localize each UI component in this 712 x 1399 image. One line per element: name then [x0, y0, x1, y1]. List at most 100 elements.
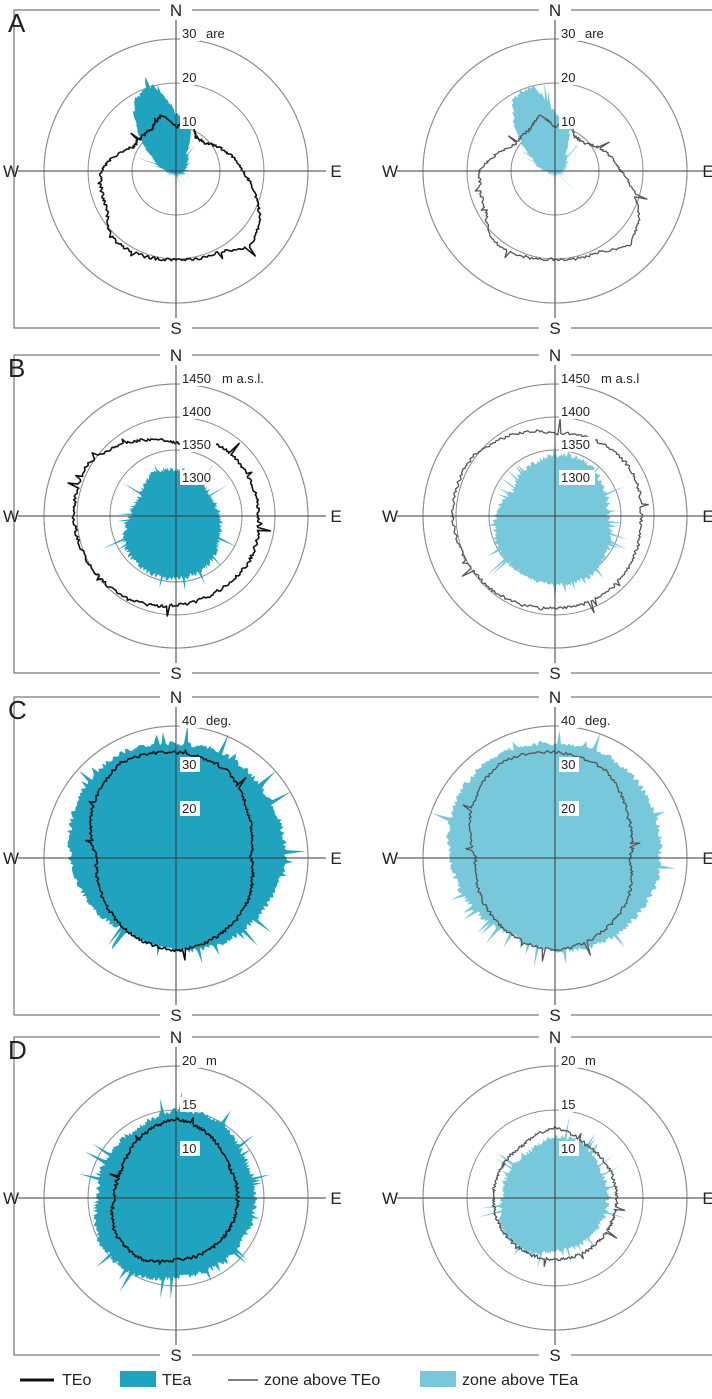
- compass-w: W: [3, 507, 19, 526]
- tea-area: [102, 464, 238, 592]
- compass-s: S: [549, 1346, 560, 1365]
- rose-right: N S W E 20 30 40 deg.: [382, 687, 712, 1025]
- unit-label: m a.s.l.: [222, 371, 264, 386]
- compass-e: E: [702, 162, 712, 181]
- panel-letter: B: [8, 353, 25, 383]
- zone-above-tea-area: [477, 1115, 627, 1270]
- rose-left: N S W E 10 15 20 m: [3, 1027, 342, 1365]
- panel-frame: [13, 1036, 712, 1356]
- ring-label-20: 20: [561, 70, 575, 85]
- zone-above-teo-line: [474, 114, 648, 262]
- panel-frame: [13, 354, 712, 674]
- ring-label-1450: 1450: [561, 371, 590, 386]
- tick-bg: [559, 114, 579, 129]
- tick-bg: [559, 757, 579, 772]
- unit-label: m: [585, 1053, 596, 1068]
- ring-label-40: 40: [182, 713, 196, 728]
- label-gap: [160, 0, 192, 20]
- ring-label-30: 30: [561, 757, 575, 772]
- ring-label-1300: 1300: [182, 470, 211, 485]
- compass-s: S: [170, 319, 181, 338]
- tick-bg: [559, 26, 579, 41]
- tick-bg: [180, 437, 216, 452]
- label-gap: [160, 1005, 192, 1025]
- compass-n: N: [549, 1, 561, 20]
- tick-bg: [559, 70, 579, 85]
- legend-swatch-zone-tea: [420, 1371, 456, 1387]
- tick-bg: [559, 1141, 579, 1156]
- tick-bg: [559, 1053, 579, 1068]
- panel-d: D N S W E 10 15 20 m N S W E 10 15 20 m: [3, 1027, 712, 1365]
- compass-w: W: [382, 507, 398, 526]
- ring-label-10: 10: [561, 1141, 575, 1156]
- tick-bg: [180, 713, 200, 728]
- label-gap: [160, 663, 192, 683]
- ring-label-20: 20: [182, 801, 196, 816]
- tick-bg: [559, 1097, 579, 1112]
- panel-letter: A: [8, 8, 26, 38]
- tea-area: [79, 1091, 271, 1300]
- compass-n: N: [170, 346, 182, 365]
- compass-w: W: [382, 1189, 398, 1208]
- ring-label-1350: 1350: [182, 437, 211, 452]
- legend: TEo TEa zone above TEo zone above TEa: [20, 1371, 578, 1389]
- ring-label-1400: 1400: [561, 404, 590, 419]
- unit-label: are: [206, 26, 225, 41]
- zone-above-teo-line: [450, 418, 649, 614]
- rose-right: N S W E 10 20 30 are: [382, 0, 712, 338]
- label-gap: [160, 1345, 192, 1365]
- legend-item-3: zone above TEa: [420, 1371, 578, 1389]
- panel-letter: D: [8, 1035, 27, 1065]
- panel-b: B N S W E 1300 1350 1400 1450 m a.s.l. N S W E 1300 135…: [3, 345, 712, 683]
- zone-above-tea-area: [487, 434, 628, 607]
- rose-right: N S W E 10 15 20 m: [382, 1027, 712, 1365]
- tick-bg: [180, 1097, 200, 1112]
- compass-w: W: [3, 1189, 19, 1208]
- label-gap: [539, 1027, 571, 1047]
- legend-item-2: zone above TEo: [228, 1372, 380, 1389]
- panel-frame: [13, 9, 712, 329]
- unit-label: deg.: [206, 713, 231, 728]
- tick-bg: [559, 371, 595, 386]
- tick-bg: [559, 470, 595, 485]
- compass-s: S: [549, 319, 560, 338]
- legend-label: TEa: [162, 1372, 191, 1389]
- compass-e: E: [330, 162, 341, 181]
- unit-label: m: [206, 1053, 217, 1068]
- rose-left: N S W E 1300 1350 1400 1450 m a.s.l.: [3, 345, 342, 683]
- compass-e: E: [702, 507, 712, 526]
- label-gap: [539, 663, 571, 683]
- teo-line: [85, 749, 255, 961]
- tick-bg: [559, 801, 579, 816]
- ring-label-20: 20: [561, 801, 575, 816]
- rose-left: N S W E 10 20 30 are: [3, 0, 342, 338]
- panel-letter: C: [8, 695, 27, 725]
- teo-line: [97, 114, 262, 262]
- compass-n: N: [170, 1, 182, 20]
- label-gap: [539, 687, 571, 707]
- ring-label-20: 20: [561, 1053, 575, 1068]
- tick-bg: [180, 371, 216, 386]
- ring-label-40: 40: [561, 713, 575, 728]
- compass-e: E: [330, 1189, 341, 1208]
- zone-above-teo-line: [462, 750, 641, 962]
- tick-bg: [559, 713, 579, 728]
- panel-c: C N S W E 20 30 40 deg. N S W E 20 30 40 deg.: [3, 687, 712, 1025]
- compass-n: N: [549, 346, 561, 365]
- zone-above-tea-area: [511, 82, 582, 191]
- ring-label-30: 30: [182, 26, 196, 41]
- tea-area: [132, 76, 196, 195]
- tick-bg: [180, 114, 200, 129]
- ring-label-1400: 1400: [182, 404, 211, 419]
- rose-right: N S W E 1300 1350 1400 1450 m a.s.l: [382, 345, 712, 683]
- compass-w: W: [3, 162, 19, 181]
- compass-n: N: [549, 688, 561, 707]
- label-gap: [539, 318, 571, 338]
- label-gap: [160, 318, 192, 338]
- tick-bg: [180, 801, 200, 816]
- ring-label-30: 30: [182, 757, 196, 772]
- teo-line: [67, 438, 272, 617]
- compass-w: W: [382, 162, 398, 181]
- label-gap: [539, 1005, 571, 1025]
